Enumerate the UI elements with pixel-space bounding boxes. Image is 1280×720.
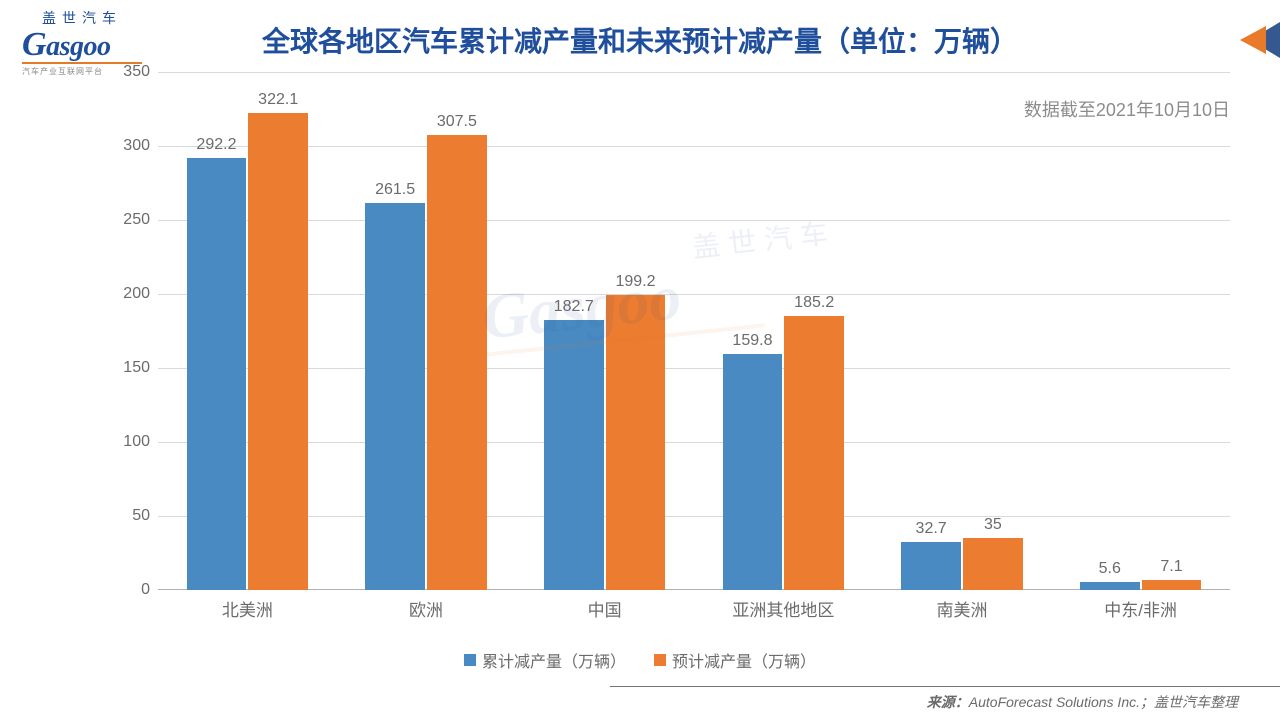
y-tick-label: 150 [110,359,150,377]
bar-value-label: 5.6 [1099,560,1121,578]
y-tick-label: 250 [110,211,150,229]
x-tick-label: 北美洲 [222,596,273,621]
y-tick-label: 350 [110,63,150,81]
gridline [158,146,1230,147]
bar-value-label: 159.8 [732,332,772,350]
x-axis-line [158,589,1230,590]
bar [784,316,844,590]
y-tick-label: 0 [110,581,150,599]
legend-item: 预计减产量（万辆） [654,648,816,672]
legend-label: 累计减产量（万辆） [482,648,626,672]
x-tick-label: 中国 [588,596,622,621]
bar [963,538,1023,590]
bar-value-label: 182.7 [554,298,594,316]
bar [1142,580,1202,591]
plot-area: 292.2 322.1 261.5 307.5 182.7 199.2 159.8 185.2… [158,72,1230,590]
y-tick-label: 200 [110,285,150,303]
bar-value-label: 322.1 [258,91,298,109]
bar [544,320,604,590]
x-tick-label: 欧洲 [409,596,443,621]
legend-swatch [464,654,476,666]
bar-value-label: 32.7 [916,520,947,538]
bar-value-label: 292.2 [196,136,236,154]
source-label: 来源： [927,694,969,710]
legend-label: 预计减产量（万辆） [672,648,816,672]
bar-value-label: 185.2 [794,294,834,312]
source-text: 来源：AutoForecast Solutions Inc.；盖世汽车整理 [927,692,1238,712]
bar [606,295,666,590]
bar [901,542,961,590]
x-tick-label: 南美洲 [937,596,988,621]
bar-value-label: 261.5 [375,181,415,199]
bar [427,135,487,590]
gridline [158,220,1230,221]
gridline [158,442,1230,443]
bar [187,158,247,590]
chart-title: 全球各地区汽车累计减产量和未来预计减产量（单位：万辆） [0,20,1280,60]
bar [365,203,425,590]
bar [248,113,308,590]
bar-value-label: 35 [984,516,1002,534]
legend-swatch [654,654,666,666]
gridline [158,294,1230,295]
bar-value-label: 307.5 [437,113,477,131]
slide: 盖世汽车 Gasgoo 汽车产业互联网平台 全球各地区汽车累计减产量和未来预计减… [0,0,1280,720]
bar [1080,582,1140,590]
y-tick-label: 100 [110,433,150,451]
bar-value-label: 199.2 [616,273,656,291]
gridline [158,516,1230,517]
legend: 累计减产量（万辆） 预计减产量（万辆） [0,648,1280,672]
corner-arrows-icon [1226,22,1280,58]
x-tick-label: 中东/非洲 [1104,596,1177,621]
legend-item: 累计减产量（万辆） [464,648,626,672]
bar-chart: 292.2 322.1 261.5 307.5 182.7 199.2 159.8 185.2… [118,72,1230,620]
x-tick-label: 亚洲其他地区 [732,596,834,621]
gridline [158,72,1230,73]
footer-line [610,686,1280,687]
bar [723,354,783,591]
bar-value-label: 7.1 [1160,558,1182,576]
y-tick-label: 50 [110,507,150,525]
y-tick-label: 300 [110,137,150,155]
source-value: AutoForecast Solutions Inc.；盖世汽车整理 [969,694,1238,710]
gridline [158,368,1230,369]
